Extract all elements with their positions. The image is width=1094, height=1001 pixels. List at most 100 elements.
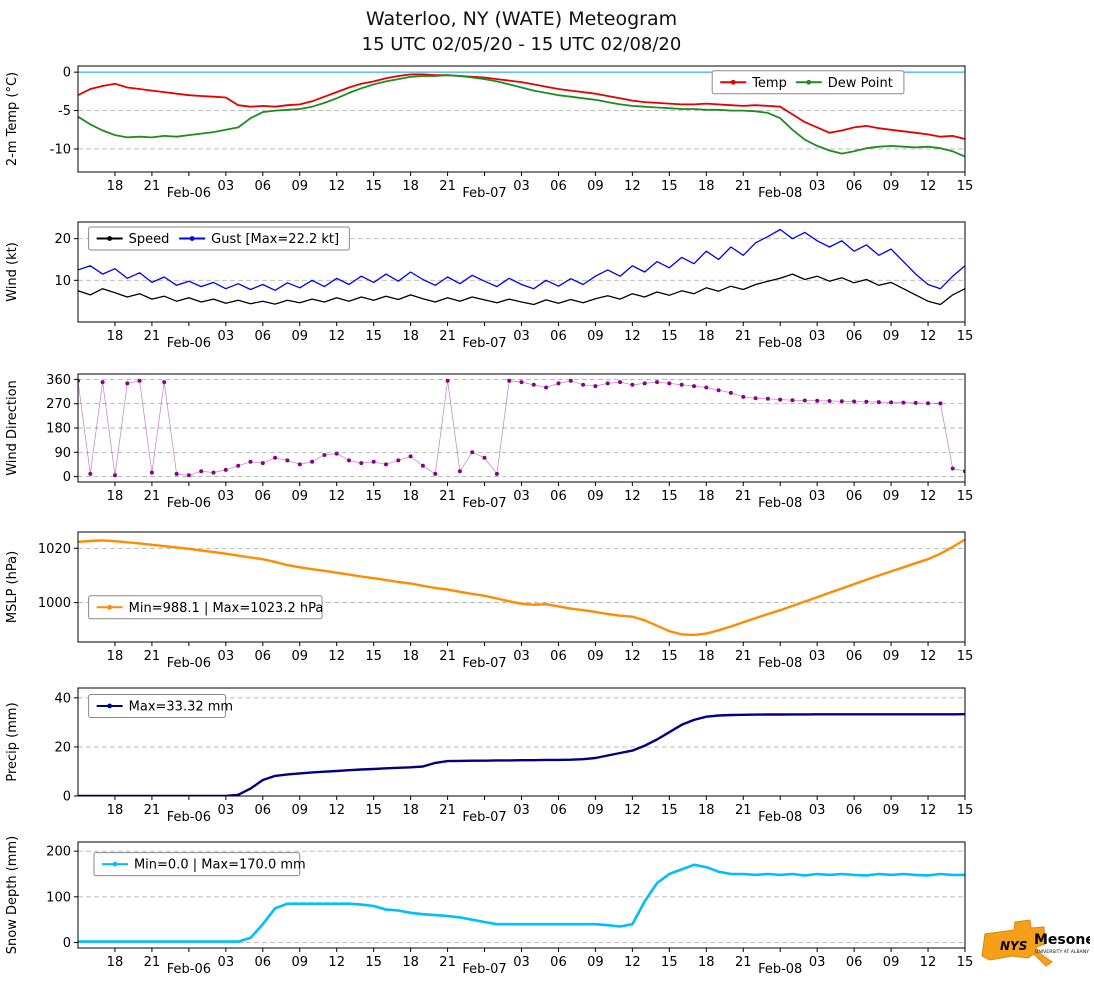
svg-text:18: 18 — [402, 649, 419, 664]
svg-text:Feb-06: Feb-06 — [167, 656, 211, 671]
svg-text:09: 09 — [587, 649, 604, 664]
panel-snow-depth: 0 100 200 18 21 Feb-06 03 06 09 12 15 18 21 Feb-07 03 0… — [5, 836, 973, 977]
series — [78, 228, 965, 306]
svg-text:12: 12 — [920, 803, 937, 818]
svg-text:Feb-07: Feb-07 — [462, 186, 506, 201]
y-axis-label: Precip (mm) — [5, 702, 20, 781]
svg-text:15: 15 — [365, 649, 382, 664]
svg-text:18: 18 — [107, 803, 124, 818]
svg-text:21: 21 — [439, 955, 456, 970]
svg-text:15: 15 — [661, 649, 678, 664]
svg-text:21: 21 — [144, 489, 161, 504]
svg-text:06: 06 — [255, 179, 272, 194]
svg-text:Min=988.1 | Max=1023.2 hPa: Min=988.1 | Max=1023.2 hPa — [129, 601, 324, 616]
svg-text:21: 21 — [735, 329, 752, 344]
x-axis-ticks: 18 21 Feb-06 03 06 09 12 15 18 21 Feb-07 03 06 09 12 15… — [107, 948, 973, 977]
svg-text:18: 18 — [107, 955, 124, 970]
svg-text:09: 09 — [883, 489, 900, 504]
svg-text:18: 18 — [698, 329, 715, 344]
logo-mesonet-text: Mesonet — [1034, 932, 1090, 948]
svg-text:270: 270 — [46, 397, 71, 412]
svg-text:09: 09 — [883, 179, 900, 194]
svg-text:06: 06 — [550, 489, 567, 504]
svg-text:12: 12 — [920, 329, 937, 344]
y-axis-ticks: 1000 1020 — [38, 542, 78, 611]
svg-text:15: 15 — [365, 955, 382, 970]
y-axis-label: 2-m Temp (°C) — [5, 72, 20, 166]
svg-text:15: 15 — [365, 329, 382, 344]
svg-text:18: 18 — [698, 489, 715, 504]
y-axis-ticks: 0 100 200 — [46, 845, 78, 951]
svg-text:Feb-08: Feb-08 — [758, 962, 802, 977]
x-axis-ticks: 18 21 Feb-06 03 06 09 12 15 18 21 Feb-07 03 06 09 12 15… — [107, 482, 974, 511]
svg-text:180: 180 — [46, 422, 71, 437]
y-axis-label: Snow Depth (mm) — [5, 836, 20, 954]
svg-text:Feb-06: Feb-06 — [167, 810, 211, 825]
svg-text:15: 15 — [957, 329, 974, 344]
svg-text:06: 06 — [846, 179, 863, 194]
x-axis-ticks: 18 21 Feb-06 03 06 09 12 15 18 21 Feb-07 03 06 09 12 15… — [107, 796, 973, 825]
svg-text:09: 09 — [883, 329, 900, 344]
svg-text:06: 06 — [846, 955, 863, 970]
y-axis-ticks: 0 20 40 — [54, 691, 78, 805]
svg-text:21: 21 — [144, 329, 161, 344]
series — [78, 378, 965, 478]
chart-title: Waterloo, NY (WATE) Meteogram — [365, 8, 678, 30]
svg-text:Feb-06: Feb-06 — [167, 496, 211, 511]
svg-text:03: 03 — [513, 803, 530, 818]
series — [78, 538, 965, 637]
svg-text:18: 18 — [402, 329, 419, 344]
svg-text:21: 21 — [144, 803, 161, 818]
svg-text:Max=33.32 mm: Max=33.32 mm — [129, 699, 233, 714]
x-axis-ticks: 18 21 Feb-06 03 06 09 12 15 18 21 Feb-07 03 06 09 12 15… — [107, 172, 974, 201]
svg-text:03: 03 — [218, 489, 235, 504]
svg-text:09: 09 — [883, 955, 900, 970]
svg-text:03: 03 — [809, 649, 826, 664]
svg-text:200: 200 — [46, 845, 71, 860]
series — [78, 713, 965, 796]
svg-text:Gust [Max=22.2 kt]: Gust [Max=22.2 kt] — [211, 232, 339, 247]
svg-text:09: 09 — [291, 955, 308, 970]
svg-text:09: 09 — [587, 803, 604, 818]
svg-text:15: 15 — [957, 489, 974, 504]
svg-text:20: 20 — [54, 232, 71, 247]
svg-text:03: 03 — [809, 329, 826, 344]
svg-text:06: 06 — [255, 649, 272, 664]
svg-text:Feb-07: Feb-07 — [462, 962, 506, 977]
svg-text:03: 03 — [218, 649, 235, 664]
svg-text:06: 06 — [846, 803, 863, 818]
svg-text:06: 06 — [846, 489, 863, 504]
svg-text:Feb-06: Feb-06 — [167, 962, 211, 977]
svg-text:21: 21 — [439, 329, 456, 344]
gridlines — [78, 547, 965, 604]
logo-nys-text: NYS — [1000, 939, 1027, 953]
svg-text:09: 09 — [587, 489, 604, 504]
svg-text:06: 06 — [550, 649, 567, 664]
svg-text:0: 0 — [63, 790, 71, 805]
svg-text:03: 03 — [513, 329, 530, 344]
svg-text:Feb-07: Feb-07 — [462, 810, 506, 825]
svg-text:21: 21 — [735, 489, 752, 504]
svg-text:12: 12 — [328, 649, 345, 664]
svg-text:21: 21 — [735, 649, 752, 664]
svg-text:20: 20 — [54, 740, 71, 755]
svg-text:12: 12 — [624, 803, 641, 818]
svg-text:Feb-08: Feb-08 — [758, 336, 802, 351]
svg-text:09: 09 — [291, 803, 308, 818]
svg-text:10: 10 — [54, 274, 71, 289]
svg-text:18: 18 — [402, 803, 419, 818]
svg-text:18: 18 — [698, 955, 715, 970]
svg-text:12: 12 — [920, 955, 937, 970]
svg-text:Dew Point: Dew Point — [828, 76, 893, 91]
svg-text:Feb-06: Feb-06 — [167, 336, 211, 351]
svg-text:12: 12 — [624, 955, 641, 970]
svg-text:40: 40 — [54, 691, 71, 706]
svg-text:15: 15 — [365, 179, 382, 194]
y-axis-label: Wind Direction — [5, 380, 20, 476]
svg-text:12: 12 — [328, 329, 345, 344]
svg-text:06: 06 — [550, 803, 567, 818]
svg-text:15: 15 — [957, 179, 974, 194]
svg-text:09: 09 — [291, 329, 308, 344]
chart-subtitle: 15 UTC 02/05/20 - 15 UTC 02/08/20 — [361, 34, 682, 55]
